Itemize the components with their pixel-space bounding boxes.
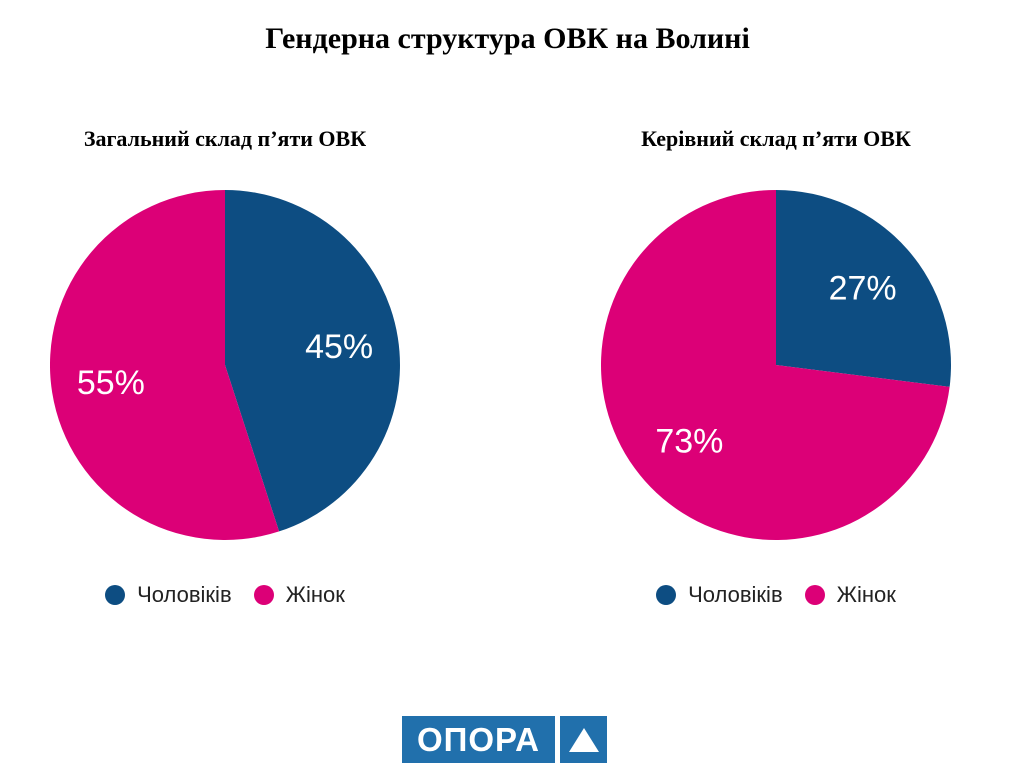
pie-value-label-women: 73% xyxy=(655,422,723,460)
pie-chart-leadership: 27% 73% xyxy=(601,190,951,540)
opora-logo: ОПОРА xyxy=(402,716,607,763)
legend-dot-women-icon xyxy=(804,585,825,605)
legend-dot-men-icon xyxy=(105,585,126,605)
page-title: Гендерна структура ОВК на Волині xyxy=(265,22,750,55)
pie-value-label-women: 55% xyxy=(77,364,145,402)
chart-general-composition: Загальний склад п’яти ОВК 45% 55% Чоловік… xyxy=(50,126,400,626)
legend-leadership: Чоловіків Жінок xyxy=(601,582,951,608)
logo-square xyxy=(560,716,607,763)
legend-dot-men-icon xyxy=(656,585,677,605)
legend-label-women: Жінок xyxy=(285,582,345,607)
pie-slice-women xyxy=(50,190,280,540)
pie-slice-men xyxy=(776,190,951,387)
legend-dot-women-icon xyxy=(253,585,274,605)
chart-subtitle-general: Загальний склад п’яти ОВК xyxy=(83,126,367,151)
legend-item-men: Чоловіків xyxy=(105,582,232,608)
pie-slice-men xyxy=(225,190,400,532)
pie-slice-women xyxy=(601,190,950,540)
legend-label-men: Чоловіків xyxy=(137,582,232,607)
chart-subtitle-leadership: Керівний склад п’яти ОВК xyxy=(641,126,911,151)
legend-item-women: Жінок xyxy=(253,582,345,608)
legend-item-women: Жінок xyxy=(804,582,896,608)
logo-wordmark: ОПОРА xyxy=(402,716,555,763)
pie-chart-general: 45% 55% xyxy=(50,190,400,540)
pie-value-label-men: 45% xyxy=(305,328,373,366)
legend-label-men: Чоловіків xyxy=(688,582,783,607)
legend-item-men: Чоловіків xyxy=(656,582,783,608)
legend-general: Чоловіків Жінок xyxy=(50,582,400,608)
pie-value-label-men: 27% xyxy=(829,270,897,308)
legend-label-women: Жінок xyxy=(836,582,896,607)
chart-leadership-composition: Керівний склад п’яти ОВК 27% 73% Чоловікі… xyxy=(601,126,951,626)
triangle-up-icon xyxy=(568,727,599,752)
